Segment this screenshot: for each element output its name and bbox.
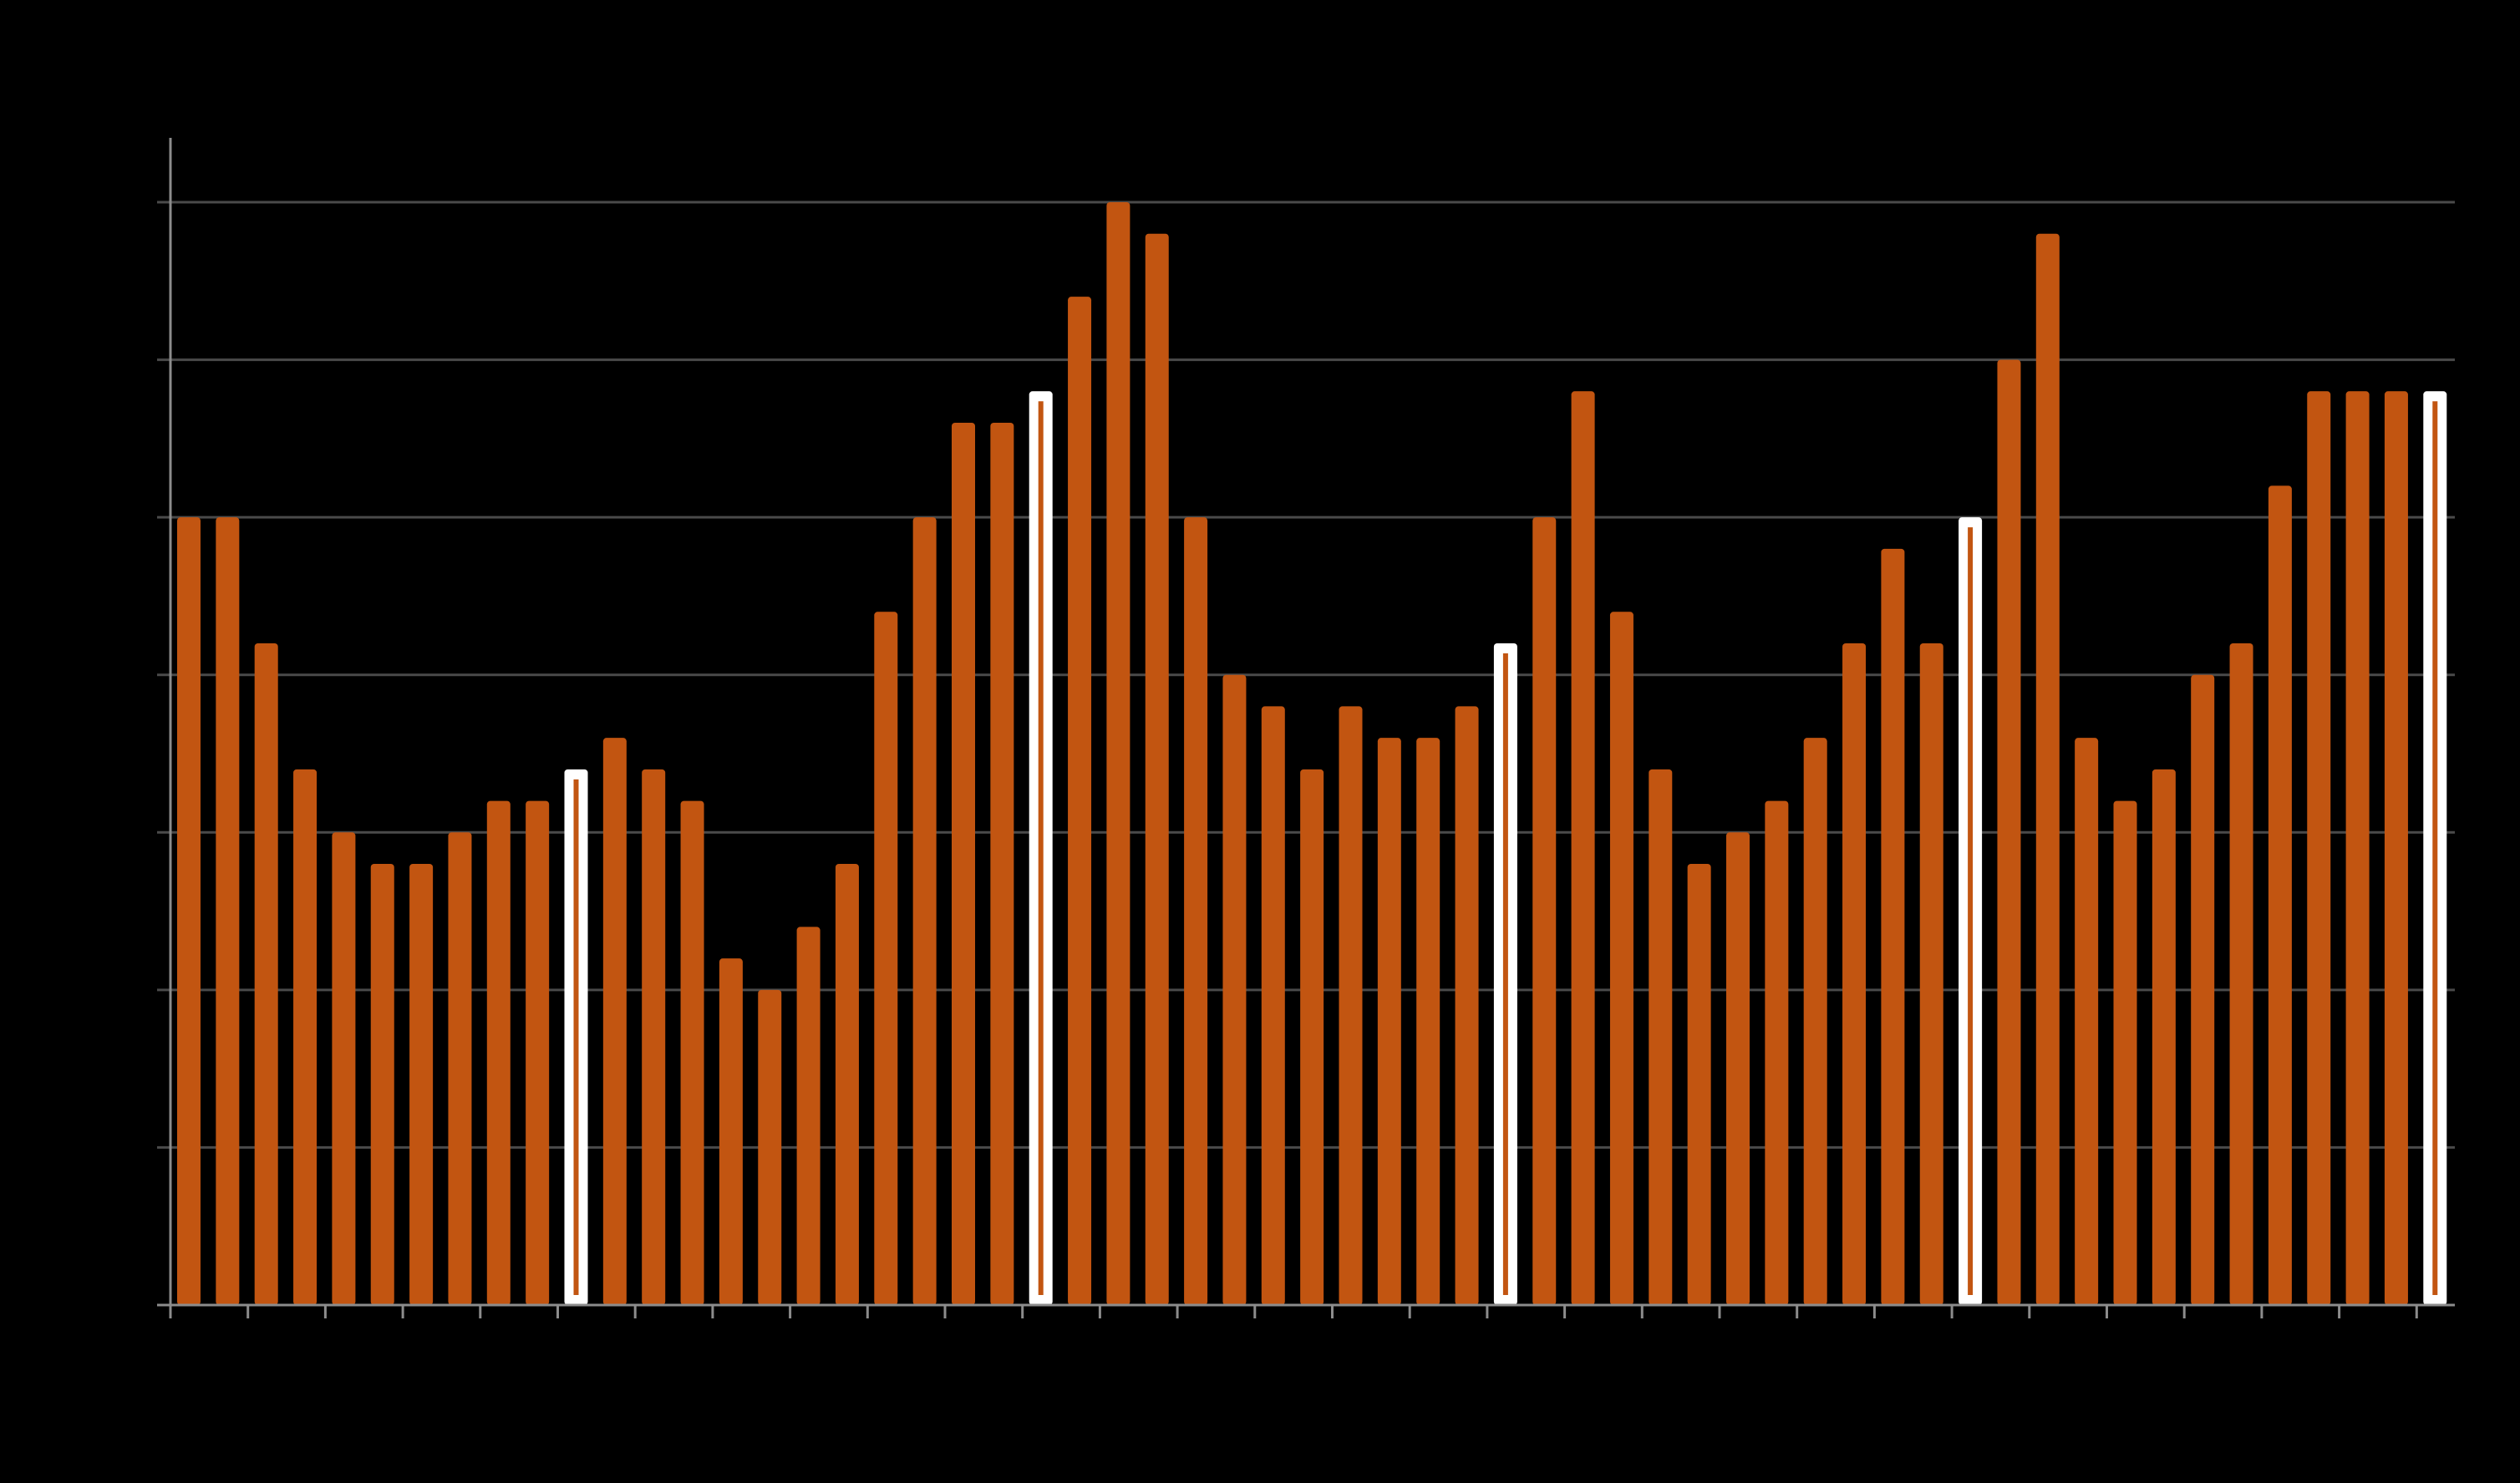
bar	[642, 769, 666, 1305]
bar	[719, 958, 743, 1305]
bar	[680, 800, 704, 1305]
bar	[1649, 769, 1673, 1305]
bar	[874, 612, 898, 1305]
bar	[2191, 674, 2215, 1305]
bar	[2152, 769, 2176, 1305]
bar	[2035, 233, 2060, 1305]
bar	[758, 989, 782, 1305]
bar	[177, 517, 201, 1305]
highlighted-bar-inner	[1038, 401, 1044, 1296]
bar	[1339, 706, 1363, 1305]
bar	[448, 832, 472, 1305]
bar	[1377, 738, 1401, 1305]
bar	[1068, 297, 1092, 1306]
bar	[1571, 391, 1595, 1306]
highlighted-bar-inner	[2432, 401, 2438, 1296]
bar	[1919, 643, 1943, 1305]
bar	[2345, 391, 2370, 1306]
bar	[526, 800, 550, 1305]
highlighted-bar-inner	[1968, 527, 1974, 1295]
bar	[409, 864, 434, 1305]
bar	[1106, 202, 1130, 1305]
bar	[1881, 548, 1905, 1305]
bar	[835, 864, 859, 1305]
bar	[332, 832, 356, 1305]
bar	[216, 517, 240, 1305]
bar	[1416, 738, 1440, 1305]
bar	[1300, 769, 1324, 1305]
bar	[486, 800, 511, 1305]
bar	[1765, 800, 1789, 1305]
bar	[1261, 706, 1285, 1305]
bar	[1455, 706, 1479, 1305]
bar	[1609, 612, 1633, 1305]
bar	[1145, 233, 1169, 1305]
bar	[2075, 738, 2099, 1305]
bar	[1687, 864, 1711, 1305]
bar	[1222, 674, 1247, 1305]
highlighted-bar-inner	[573, 779, 579, 1295]
bar	[1184, 517, 1208, 1305]
axes	[157, 138, 2455, 1318]
bar	[2113, 800, 2137, 1305]
highlighted-bar-inner	[1502, 653, 1508, 1295]
bar	[796, 927, 821, 1305]
bar	[602, 738, 627, 1305]
bar	[952, 423, 975, 1305]
bar	[1842, 643, 1867, 1305]
bars	[177, 202, 2447, 1306]
bar	[2229, 643, 2253, 1305]
bar	[912, 517, 937, 1305]
bar	[1803, 738, 1827, 1305]
bar	[1726, 832, 1750, 1305]
bar	[2307, 391, 2331, 1306]
bar	[2384, 391, 2408, 1306]
bar	[1532, 517, 1557, 1305]
bar	[2268, 485, 2292, 1305]
bar	[254, 643, 278, 1305]
bar	[990, 423, 1014, 1305]
bar	[370, 864, 394, 1305]
bar	[1997, 359, 2021, 1306]
bar	[293, 769, 318, 1305]
